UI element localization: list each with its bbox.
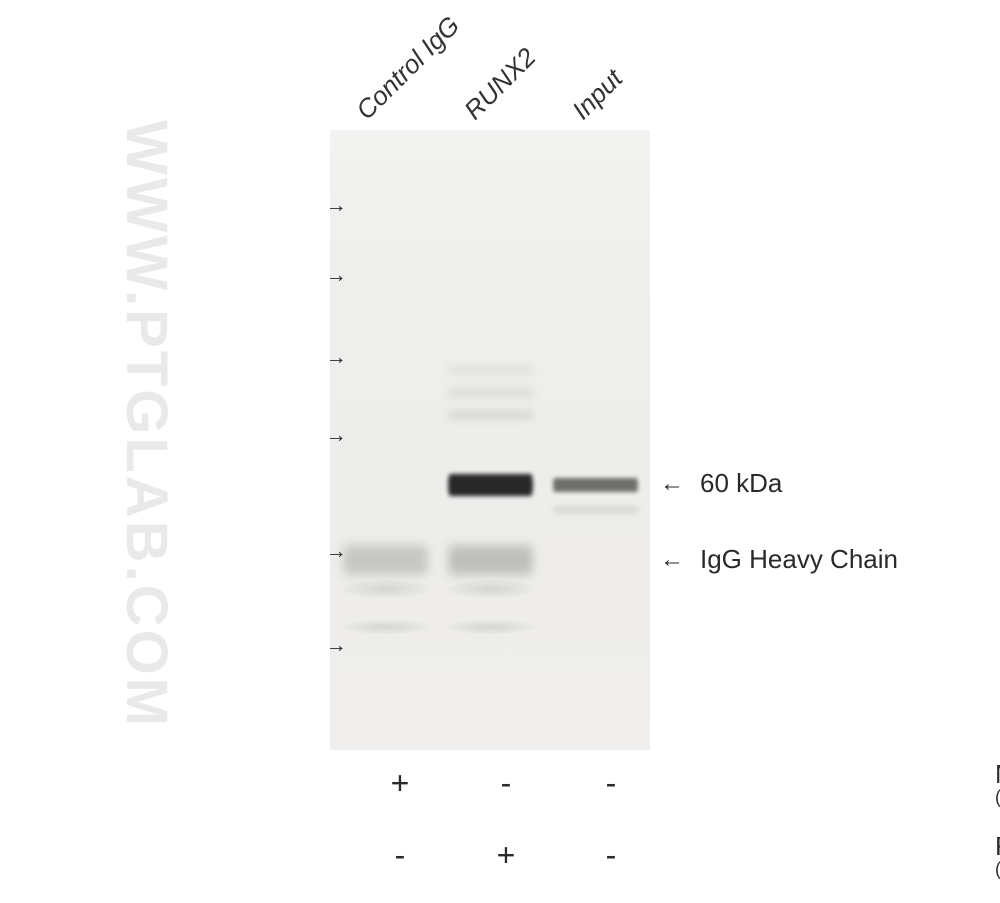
cond-cell: + xyxy=(347,765,453,802)
annot-igg-heavy: IgG Heavy Chain xyxy=(700,544,898,575)
band-igg_l2 xyxy=(448,545,533,575)
band-runx2_upper1 xyxy=(448,410,533,420)
marker-arrow-icon: → xyxy=(330,422,347,448)
arrow-left-icon: ← xyxy=(660,470,684,498)
marker-arrow-icon: → xyxy=(330,262,347,288)
cond-label: Normal Rabbit IgG xyxy=(995,759,1000,790)
cond-cell: - xyxy=(453,765,559,802)
lane-label-input: Input xyxy=(566,63,629,126)
marker-arrow-icon: → xyxy=(330,632,347,658)
annot-60kda: 60 kDa xyxy=(700,468,782,499)
lane-label-runx2: RUNX2 xyxy=(458,42,542,126)
band-igg_l1 xyxy=(343,545,428,575)
band-runx2_upper2 xyxy=(448,388,533,398)
cond-cell: - xyxy=(558,837,664,874)
western-blot-figure: WWW.PTGLAB.COM Control IgG RUNX2 Input 2… xyxy=(0,0,1000,903)
smear xyxy=(448,580,533,598)
band-runx2_main xyxy=(448,474,533,496)
watermark: WWW.PTGLAB.COM xyxy=(113,120,180,729)
lane-label-control: Control IgG xyxy=(350,10,466,126)
cond-sublabel: (20700-1-AP) xyxy=(995,859,1000,880)
band-input_main xyxy=(553,478,638,492)
cond-cell: + xyxy=(453,837,559,874)
band-input_lower xyxy=(553,506,638,514)
band-runx2_upper3 xyxy=(448,365,533,375)
arrow-left-icon: ← xyxy=(660,546,684,574)
smear xyxy=(448,620,533,634)
marker-arrow-icon: → xyxy=(330,344,347,370)
smear xyxy=(343,620,428,634)
smear xyxy=(343,580,428,598)
cond-cell: - xyxy=(558,765,664,802)
cond-cell: - xyxy=(347,837,453,874)
marker-arrow-icon: → xyxy=(330,192,347,218)
cond-label: RUNX2 Antibody xyxy=(995,831,1000,862)
blot-membrane: → → → → → → xyxy=(330,130,650,750)
cond-sublabel: (30000-0-AP) xyxy=(995,787,1000,808)
